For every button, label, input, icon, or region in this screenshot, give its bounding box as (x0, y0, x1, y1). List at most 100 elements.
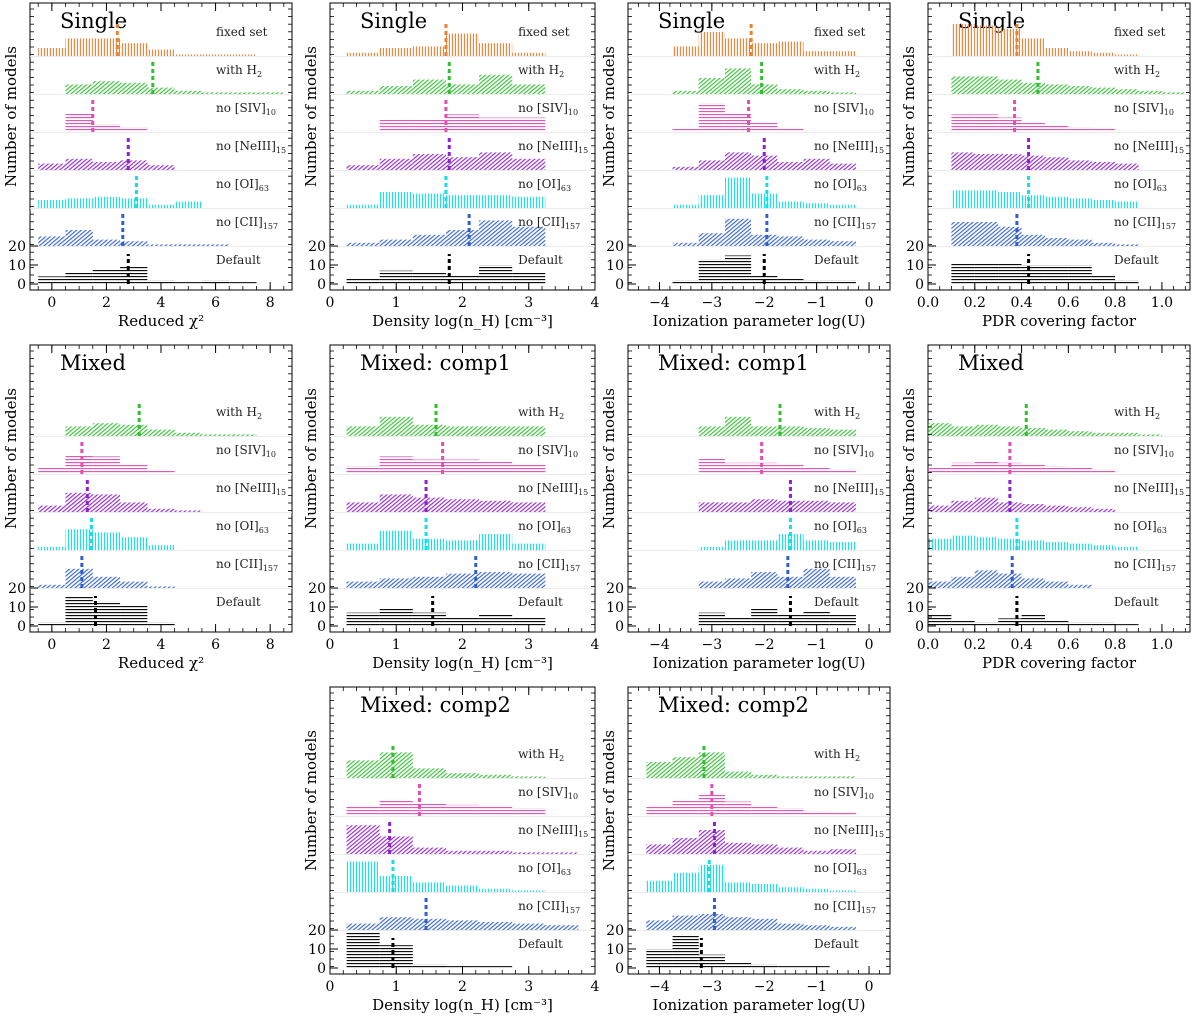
hist-bar (38, 236, 66, 246)
hist-bar (1068, 86, 1092, 94)
hist-bar (147, 586, 175, 588)
hist-row: no [OI]63 (628, 174, 890, 209)
hist-bar (65, 38, 93, 56)
row-label: fixed set (814, 25, 866, 39)
hist-bar (379, 917, 413, 930)
hist-row: no [SIV]10 (330, 782, 595, 817)
panel-10: Mixed: comp2 with H2 no [SIV]10 no [NeIII]1… (600, 686, 891, 1014)
row-label: no [SIV]10 (518, 443, 578, 459)
x-tick-label: 0.6 (1057, 637, 1079, 653)
x-tick-label: 4 (157, 295, 166, 311)
x-tick-label: 0.6 (1057, 295, 1079, 311)
x-tick-label: 4 (591, 979, 600, 995)
hist-bar (346, 204, 380, 208)
hist-bar (120, 581, 148, 588)
hist-bar (379, 800, 413, 816)
hist-bar (412, 234, 446, 246)
x-tick-label: −3 (702, 637, 723, 653)
hist-bar (174, 282, 202, 284)
hist-bar (92, 268, 121, 284)
hist-bar (928, 505, 952, 512)
row-label: no [NeIII]15 (1114, 481, 1184, 497)
hist-bar (951, 24, 975, 56)
x-axis-label: Density log(n_H) [cm⁻³] (372, 654, 553, 672)
hist-bar (479, 265, 513, 284)
hist-row: Default (346, 253, 563, 284)
hist-bar (346, 612, 380, 626)
hist-bar (724, 917, 752, 930)
hist-bar (751, 572, 778, 588)
hist-bar (445, 84, 480, 94)
hist-bar (38, 584, 66, 588)
x-tick-label: −2 (754, 979, 775, 995)
hist-bar (412, 576, 446, 588)
panel-frame (627, 344, 891, 633)
x-tick-label: 4 (591, 295, 600, 311)
x-axis-label: PDR covering factor (982, 312, 1137, 330)
hist-bar (1044, 542, 1069, 550)
hist-bar (1115, 624, 1139, 626)
hist-bar (646, 844, 673, 854)
hist-bar (65, 454, 93, 474)
hist-bar (412, 79, 446, 94)
hist-row: no [SIV]10 (628, 440, 890, 475)
hist-bar (698, 233, 725, 246)
hist-row: no [NeIII]15 (30, 136, 292, 171)
x-tick-label: 0 (326, 637, 335, 653)
hist-bar (974, 497, 999, 512)
hist-bar (698, 830, 725, 854)
row-label: no [OI]63 (518, 519, 571, 535)
hist-bar (1068, 431, 1092, 436)
hist-bar (751, 462, 778, 474)
hist-bar (724, 842, 752, 854)
x-tick-label: −1 (806, 295, 827, 311)
panel-title: Mixed (60, 351, 126, 375)
hist-bar (998, 117, 1022, 132)
hist-bar (951, 576, 975, 588)
hist-bar (120, 605, 148, 626)
panel-title: Mixed: comp2 (658, 693, 809, 717)
hist-bar (379, 494, 413, 512)
hist-bar (479, 426, 513, 436)
hist-bar (698, 914, 725, 930)
row-label: no [CII]157 (518, 557, 580, 573)
hist-bar (38, 276, 66, 284)
hist-bar (65, 84, 93, 94)
hist-bar (803, 158, 830, 170)
hist-bar (1091, 274, 1116, 284)
hist-bar (1138, 90, 1162, 94)
hist-row: with H2 (628, 744, 890, 779)
x-tick-label: 0.4 (1010, 295, 1032, 311)
y-tick-label: 20 (606, 239, 624, 255)
x-axis-label: Density log(n_H) [cm⁻³] (372, 996, 553, 1014)
row-label: Default (518, 595, 563, 609)
row-label: Default (814, 595, 859, 609)
hist-bar (751, 122, 778, 132)
hist-bar (479, 74, 513, 94)
hist-bar (951, 500, 975, 512)
x-tick-label: 2 (458, 637, 467, 653)
hist-bar (974, 154, 999, 170)
hist-bar (147, 204, 175, 208)
hist-bar (829, 163, 856, 170)
hist-bar (92, 124, 121, 132)
hist-row: fixed set (330, 22, 595, 57)
row-label: no [CII]157 (814, 215, 876, 231)
row-label: with H2 (216, 405, 262, 421)
hist-bar (998, 79, 1022, 94)
hist-bar (829, 849, 856, 854)
row-label: no [NeIII]15 (518, 139, 588, 155)
x-tick-label: 1 (392, 637, 401, 653)
x-tick-label: 1.0 (1151, 295, 1173, 311)
hist-bar (120, 127, 148, 132)
hist-bar (998, 426, 1022, 436)
hist-bar (1021, 122, 1045, 132)
x-tick-label: 0.0 (917, 637, 939, 653)
y-tick-label: 0 (317, 277, 326, 293)
hist-bar (147, 49, 175, 56)
x-axis-label: Density log(n_H) [cm⁻³] (372, 312, 553, 330)
hist-bar (445, 540, 480, 550)
hist-bar (672, 46, 699, 56)
hist-bar (951, 426, 975, 436)
